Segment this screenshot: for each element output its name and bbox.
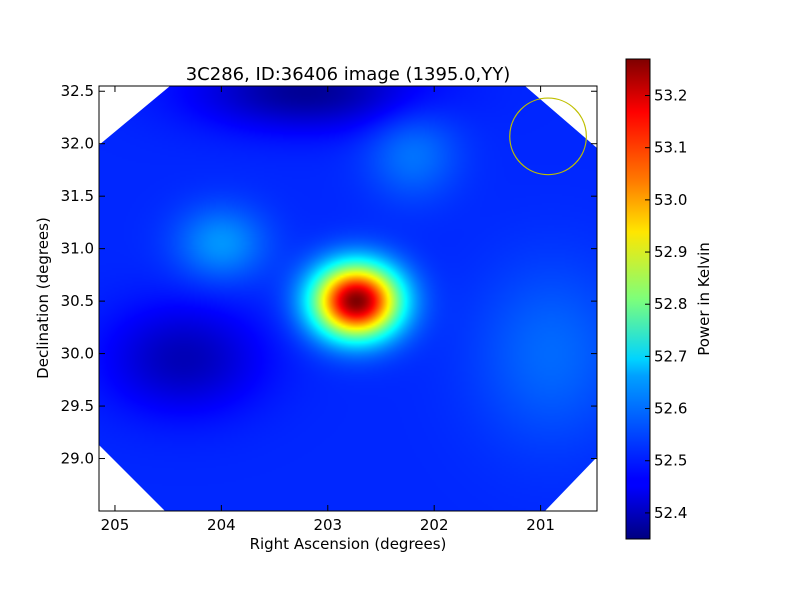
x-tick-label: 204 <box>207 516 236 534</box>
heatmap-image <box>99 86 597 511</box>
x-axis-ticks: 205 204 203 202 201 <box>101 86 555 534</box>
colorbar-tick-label: 52.9 <box>654 243 687 261</box>
colorbar-label: Power in Kelvin <box>695 242 713 356</box>
x-axis-label: Right Ascension (degrees) <box>250 535 447 553</box>
x-tick-label: 203 <box>313 516 342 534</box>
colorbar-tick-label: 52.6 <box>654 400 687 418</box>
colorbar-tick-label: 53.1 <box>654 139 687 157</box>
beam-circle <box>509 97 587 176</box>
y-tick-label: 30.5 <box>61 292 94 310</box>
heatmap-raster <box>99 86 597 511</box>
colorbar-ticks: 52.4 52.5 52.6 52.7 52.8 52.9 53.0 53.1 53.2 <box>645 87 687 522</box>
plot-frame <box>98 85 598 512</box>
colorbar-tick-label: 52.4 <box>654 504 687 522</box>
colorbar-tick-label: 53.0 <box>654 191 687 209</box>
y-tick-label: 30.0 <box>61 345 94 363</box>
colorbar <box>625 58 651 540</box>
y-tick-label: 29.5 <box>61 397 94 415</box>
colorbar-tick-label: 52.8 <box>654 295 687 313</box>
colorbar-tick-label: 52.5 <box>654 452 687 470</box>
y-tick-label: 31.0 <box>61 240 94 258</box>
x-tick-label: 201 <box>526 516 555 534</box>
y-tick-label: 31.5 <box>61 187 94 205</box>
x-tick-label: 205 <box>101 516 130 534</box>
beam-circle-outline <box>509 97 587 176</box>
y-axis-label: Declination (degrees) <box>34 217 52 379</box>
y-tick-label: 32.5 <box>61 82 94 100</box>
colorbar-tick-label: 52.7 <box>654 347 687 365</box>
y-axis-ticks: 29.0 29.5 30.0 30.5 31.0 31.5 32.0 32.5 <box>61 82 597 468</box>
x-tick-label: 202 <box>420 516 449 534</box>
y-tick-label: 32.0 <box>61 135 94 153</box>
y-tick-label: 29.0 <box>61 450 94 468</box>
chart-title: 3C286, ID:36406 image (1395.0,YY) <box>186 64 511 85</box>
colorbar-tick-label: 53.2 <box>654 87 687 105</box>
